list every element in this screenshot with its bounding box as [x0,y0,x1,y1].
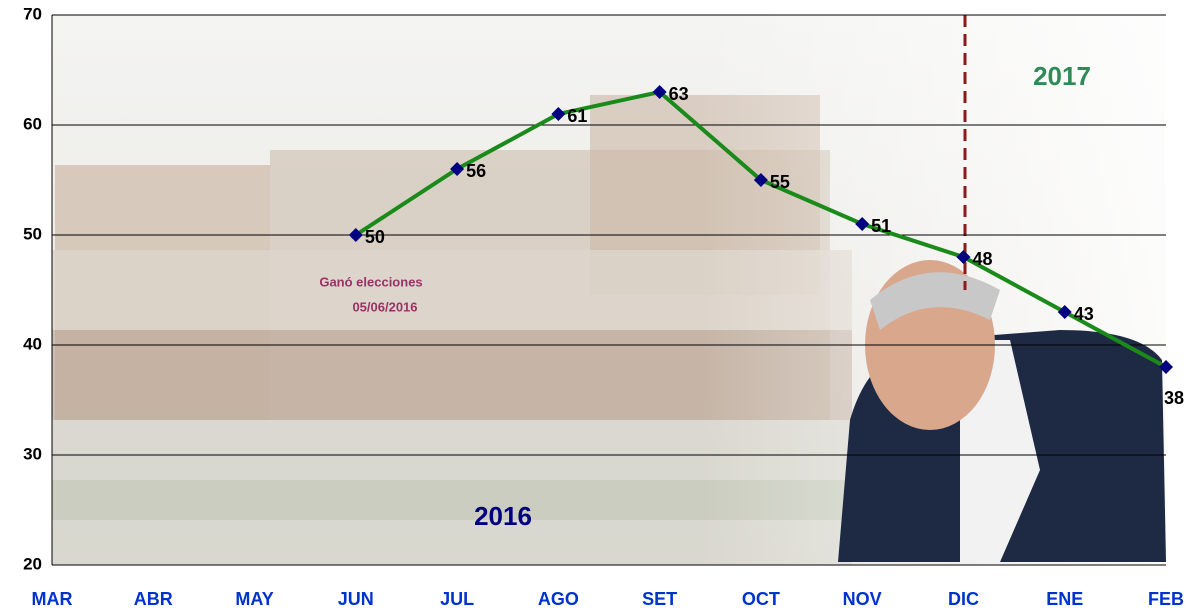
chart: Ganó elecciones 05/06/2016 2016 2017 20 3… [0,0,1198,612]
data-label: 38 [1164,388,1184,408]
x-tick-label: AGO [538,589,579,609]
data-label: 50 [365,227,385,247]
year-label: 2017 [1033,61,1091,91]
x-tick-label: JUL [440,589,474,609]
x-tick-label: SET [642,589,677,609]
x-tick-label: DIC [948,589,979,609]
x-tick-label: ABR [134,589,173,609]
x-tick-label: JUN [338,589,374,609]
x-tick-label: ENE [1046,589,1083,609]
y-tick-label: 20 [23,554,42,573]
x-tick-label: NOV [843,589,882,609]
data-label: 63 [669,84,689,104]
x-tick-label: MAR [32,589,73,609]
data-label: 61 [567,106,587,126]
data-label: 56 [466,161,486,181]
year-label: 2016 [474,501,532,531]
event-annotation: Ganó elecciones [319,274,422,289]
event-annotation: 05/06/2016 [352,299,417,314]
data-label: 55 [770,172,790,192]
x-tick-label: FEB [1148,589,1184,609]
data-label: 48 [972,249,992,269]
x-tick-label: MAY [235,589,273,609]
y-tick-label: 50 [23,224,42,243]
data-label: 43 [1074,304,1094,324]
data-label: 51 [871,216,891,236]
y-tick-label: 70 [23,4,42,23]
y-tick-label: 60 [23,114,42,133]
x-tick-label: OCT [742,589,780,609]
y-tick-label: 40 [23,334,42,353]
page: Ganó elecciones 05/06/2016 2016 2017 20 3… [0,0,1198,612]
y-tick-label: 30 [23,444,42,463]
